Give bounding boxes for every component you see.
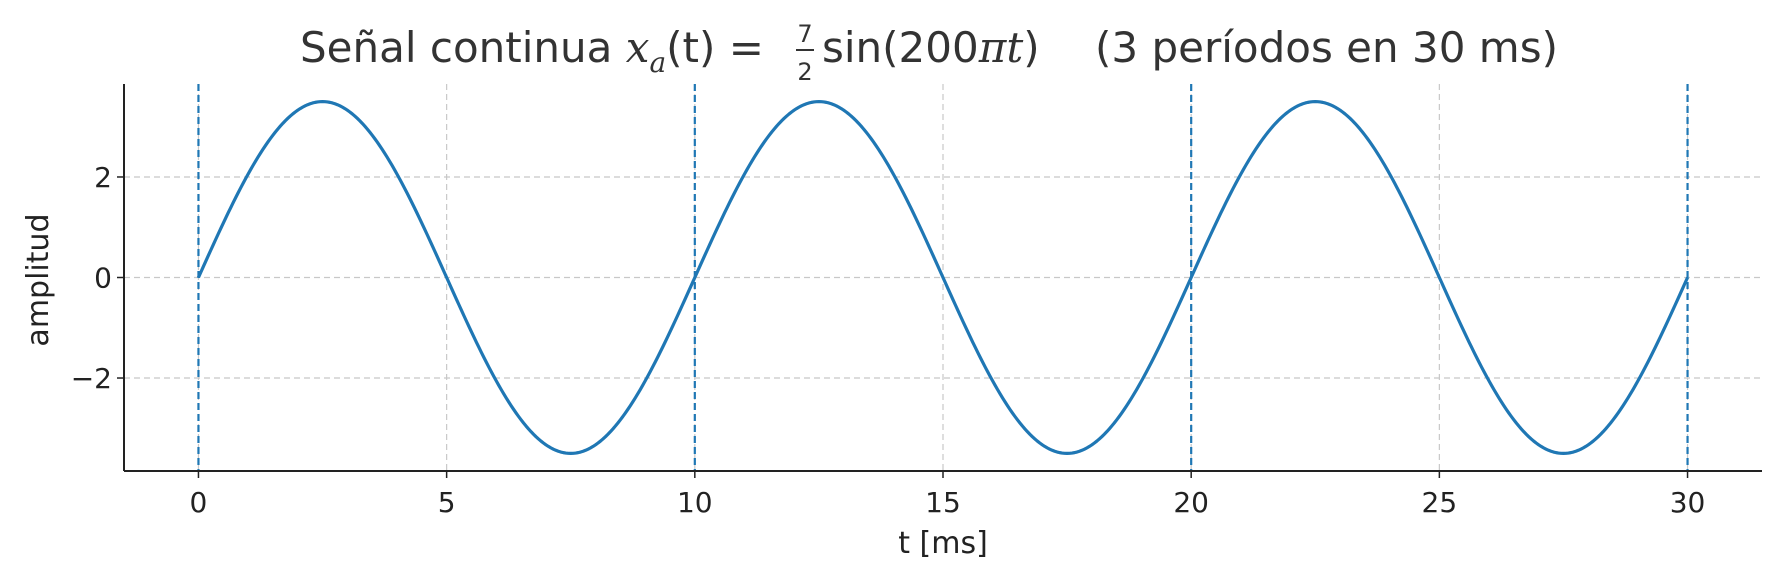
title-func-sub: a [649, 46, 666, 79]
title-frac-num: 7 [797, 20, 812, 48]
x-axis-label: t [ms] [898, 526, 988, 561]
x-tick-label: 5 [438, 486, 456, 519]
y-tick-label: −2 [71, 362, 112, 395]
y-tick-label: 0 [94, 262, 112, 295]
title-sin: sin(200 [822, 23, 979, 72]
x-tick-label: 30 [1670, 486, 1706, 519]
y-tick-label: 2 [94, 161, 112, 194]
series-line [196, 99, 1690, 456]
title-function: sin(200πt) [822, 23, 1040, 72]
x-tick-label: 10 [677, 486, 713, 519]
x-tick-label: 0 [190, 486, 208, 519]
x-ticks: 0 5 10 15 20 25 30 [190, 471, 1706, 519]
title-frac-den: 2 [797, 58, 812, 86]
y-ticks: −2 0 2 [71, 161, 124, 395]
title-suffix: (3 períodos en 30 ms) [1095, 23, 1558, 72]
title-equals: = [715, 23, 764, 72]
x-tick-label: 15 [925, 486, 961, 519]
x-tick-label: 25 [1422, 486, 1458, 519]
title-func-arg: (t) [666, 23, 715, 72]
x-tick-label: 20 [1173, 486, 1209, 519]
title-func-var: x [626, 23, 650, 72]
chart-title: Señal continua xa(t) = [300, 23, 764, 79]
title-pi-t: πt [978, 23, 1024, 72]
series [196, 99, 1690, 456]
title-prefix: Señal continua [300, 23, 626, 72]
y-axis-label: amplitud [21, 213, 56, 346]
title-close-paren: ) [1023, 23, 1039, 72]
